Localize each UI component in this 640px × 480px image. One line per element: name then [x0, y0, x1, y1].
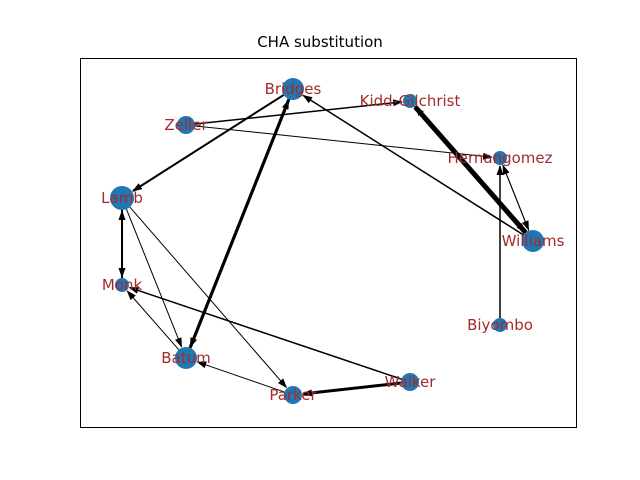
edge-lamb-to-parker	[129, 206, 288, 389]
edge-hernangomez-to-williams	[502, 164, 530, 231]
edge-kidd-gilchrist-to-williams	[414, 105, 526, 233]
node-label-batum: Batum	[161, 349, 210, 367]
node-williams	[522, 230, 544, 252]
node-kidd-gilchrist	[403, 94, 417, 108]
node-batum	[175, 347, 197, 369]
node-label-williams: Williams	[502, 232, 565, 250]
edge-zeller-to-kidd-gilchrist	[194, 99, 404, 125]
node-parker	[284, 386, 302, 404]
node-lamb	[110, 186, 134, 210]
edges-layer	[118, 94, 530, 397]
node-label-hernangomez: Hernangomez	[447, 149, 552, 167]
edge-batum-to-monk	[126, 290, 180, 351]
node-bridges	[282, 78, 304, 100]
edge-walker-to-monk	[128, 286, 402, 380]
node-label-zeller: Zeller	[164, 116, 208, 134]
node-label-biyombo: Biyombo	[467, 316, 533, 334]
node-walker	[401, 373, 419, 391]
edge-batum-to-bridges	[188, 99, 290, 349]
node-label-monk: Monk	[102, 276, 143, 294]
plot-frame	[80, 58, 577, 428]
node-hernangomez	[493, 151, 507, 165]
edge-bridges-to-lamb	[132, 94, 285, 192]
node-label-parker: Parker	[269, 386, 317, 404]
edge-williams-to-bridges	[302, 94, 525, 236]
edge-walker-to-parker	[301, 381, 402, 397]
labels-layer: Bridges Kidd-Gilchrist Zeller Hernangomez La…	[101, 80, 564, 404]
node-biyombo	[493, 318, 507, 332]
node-monk	[115, 278, 129, 292]
node-label-lamb: Lamb	[101, 189, 143, 207]
node-zeller	[177, 116, 195, 134]
chart-title: CHA substitution	[257, 33, 383, 51]
edge-parker-to-batum	[196, 361, 285, 393]
node-label-walker: Walker	[385, 373, 437, 391]
node-label-bridges: Bridges	[265, 80, 322, 98]
edge-lamb-to-batum	[125, 208, 183, 348]
nodes-layer	[110, 78, 544, 404]
node-label-kidd-gilchrist: Kidd-Gilchrist	[360, 92, 461, 110]
edge-zeller-to-hernangomez	[194, 125, 494, 160]
